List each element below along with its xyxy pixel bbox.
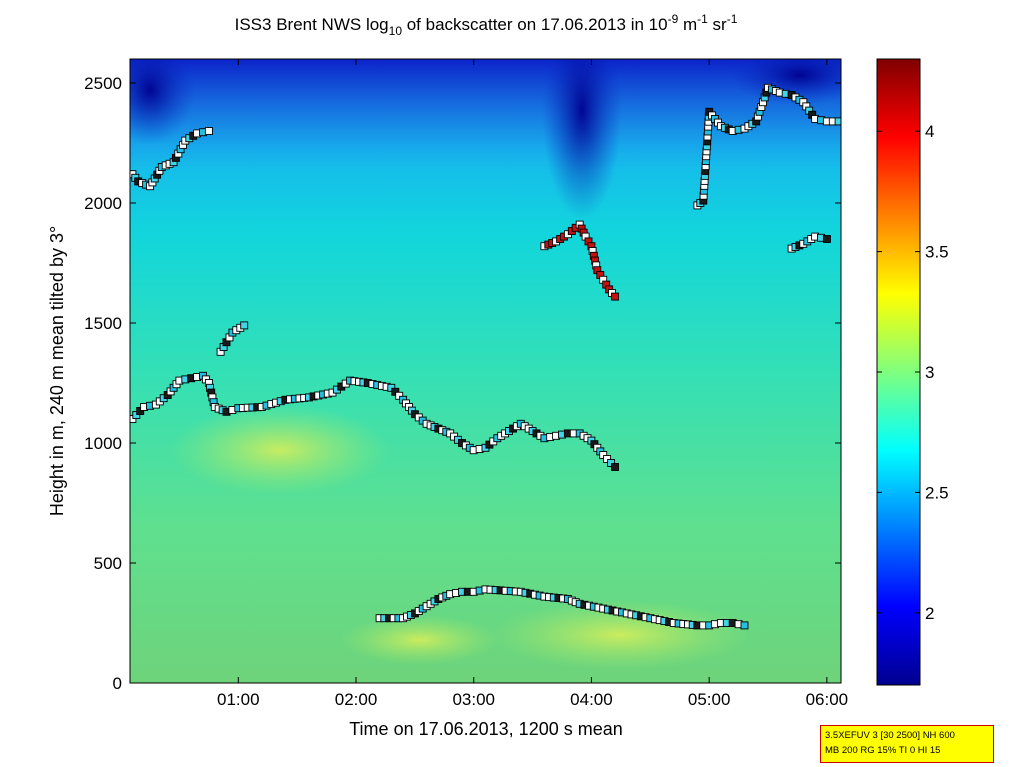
info-box: 3.5XEFUV 3 [30 2500] NH 600 MB 200 RG 15… xyxy=(820,725,994,763)
heatmap-warm-spot-3 xyxy=(340,615,500,665)
y-tick-label: 2500 xyxy=(84,74,122,93)
y-tick-label: 2000 xyxy=(84,194,122,213)
x-tick-label: 03:00 xyxy=(452,690,495,709)
x-tick-label: 04:00 xyxy=(570,690,613,709)
heatmap-dark-plume xyxy=(542,59,622,220)
title-part-sup3: -1 xyxy=(727,12,738,26)
y-tick-label: 0 xyxy=(113,674,122,693)
y-tick-label: 500 xyxy=(94,554,122,573)
heatmap-field xyxy=(130,59,841,683)
y-tick-label: 1500 xyxy=(84,314,122,333)
title-part-unit2: sr xyxy=(708,15,727,34)
heatmap-top-band xyxy=(130,59,841,169)
title-part-mid: of backscatter on 17.06.2013 in 10 xyxy=(402,15,668,34)
layer-marker xyxy=(387,383,396,392)
x-axis-label: Time on 17.06.2013, 1200 s mean xyxy=(349,719,623,739)
layer-markers xyxy=(130,83,841,630)
y-tick-label: 1000 xyxy=(84,434,122,453)
heatmap-warm-spot-1 xyxy=(170,405,390,495)
x-tick-label: 02:00 xyxy=(335,690,378,709)
layer-marker xyxy=(611,292,619,301)
x-axis: 01:00 02:00 03:00 04:00 05:00 06:00 xyxy=(217,59,848,709)
y-axis-label: Height in m, 240 m mean tilted by 3° xyxy=(47,226,67,516)
x-tick-label: 01:00 xyxy=(217,690,260,709)
title-part-pre: ISS3 Brent NWS log xyxy=(235,15,389,34)
colorbar-tick-label: 3.5 xyxy=(925,243,949,262)
layer-marker xyxy=(240,321,249,330)
colorbar-tick-label: 2 xyxy=(925,604,934,623)
chart-title: ISS3 Brent NWS log10 of backscatter on 1… xyxy=(235,12,738,38)
heatmap-dark-corner xyxy=(130,59,195,145)
layer-marker xyxy=(822,235,831,243)
title-part-unit1: m xyxy=(678,15,697,34)
heatmap-warm-spot-2 xyxy=(490,600,750,670)
plot-frame xyxy=(129,58,842,684)
title-part-sup1: -9 xyxy=(668,12,679,26)
layer-marker xyxy=(834,117,841,126)
heatmap-dark-right xyxy=(730,59,841,105)
colorbar-tick-label: 2.5 xyxy=(925,483,949,502)
title-part-sup2: -1 xyxy=(697,12,708,26)
layer-marker xyxy=(740,621,749,630)
y-axis: 0 500 1000 1500 2000 2500 xyxy=(84,74,841,693)
colorbar xyxy=(876,58,921,686)
x-tick-label: 06:00 xyxy=(806,690,849,709)
colorbar-tick-label: 3 xyxy=(925,363,934,382)
layer-marker xyxy=(204,127,213,135)
colorbar-axis: 2 2.5 3 3.5 4 xyxy=(877,122,949,623)
layer-marker xyxy=(611,463,619,471)
colorbar-tick-label: 4 xyxy=(925,122,934,141)
info-line-2: MB 200 RG 15% TI 0 HI 15 xyxy=(825,745,941,756)
layer-marker xyxy=(603,455,612,463)
info-line-1: 3.5XEFUV 3 [30 2500] NH 600 xyxy=(825,730,955,741)
x-tick-label: 05:00 xyxy=(688,690,731,709)
title-part-sub: 10 xyxy=(389,24,403,38)
